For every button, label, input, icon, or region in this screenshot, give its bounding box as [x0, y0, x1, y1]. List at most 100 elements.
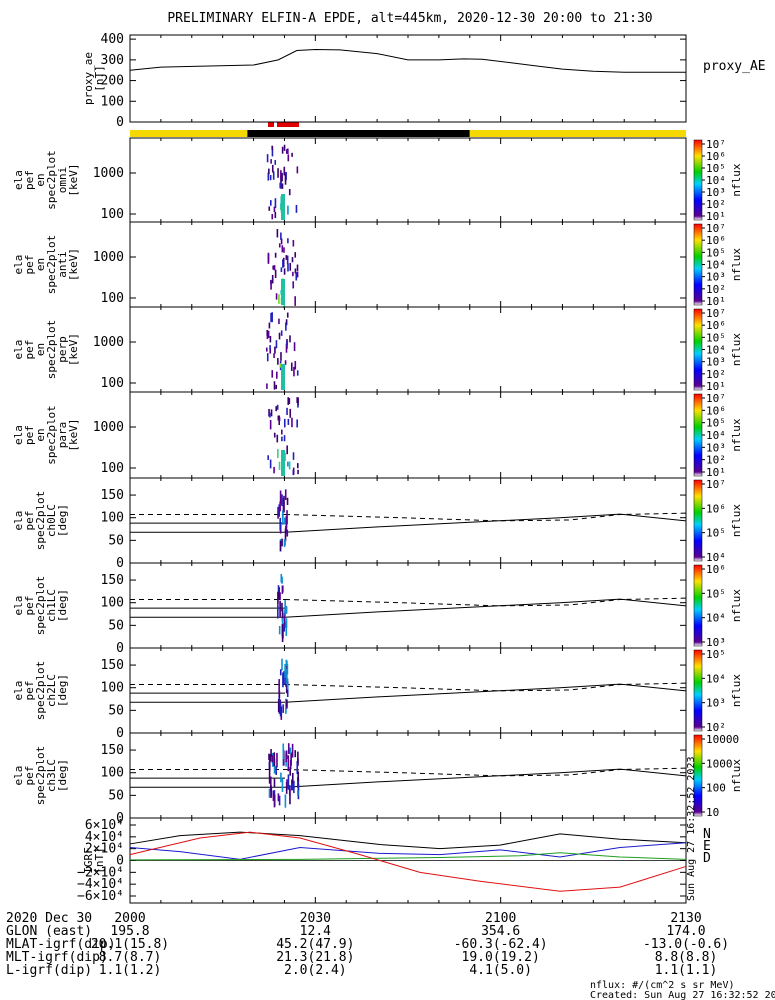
pitch-angle-pixel — [278, 625, 281, 635]
y-axis-label-line: [nT] — [93, 65, 106, 92]
colorbar-tick-label: 10² — [706, 454, 726, 467]
spectrogram-pixel — [284, 360, 287, 365]
y-tick-label: 0 — [116, 854, 124, 869]
spectrogram-pixel — [283, 418, 286, 428]
spectrogram-pixel — [270, 279, 272, 290]
loss-cone-dashed — [284, 512, 687, 522]
spectrogram-pixel — [295, 204, 298, 213]
y-tick-label: 0 — [116, 641, 124, 656]
colorbar-tick-label: 10⁷ — [706, 478, 726, 491]
colorbar-tick-label: 10⁴ — [706, 259, 726, 272]
y-tick-label: 150 — [101, 743, 124, 758]
spectrogram-pixel — [284, 452, 287, 461]
spectrogram-pixel — [294, 252, 297, 258]
colorbar-tick-label: 100 — [706, 782, 726, 795]
y-axis-label-line: [deg] — [56, 759, 69, 792]
pitch-angle-pixel — [286, 529, 289, 537]
y-tick-label: 400 — [101, 32, 124, 47]
panel-frame — [129, 562, 687, 649]
y-axis-label-line: pef — [23, 340, 36, 360]
spectrogram-pixel — [285, 343, 288, 353]
y-tick-label: 0 — [116, 811, 124, 826]
spectrogram-pixel — [287, 418, 290, 425]
spectrogram-pixel — [273, 265, 276, 271]
pitch-angle-pixel — [268, 769, 271, 784]
colorbar — [693, 139, 703, 221]
spectrogram-pixel — [266, 347, 268, 352]
y-axis-label-line: anti — [56, 251, 69, 278]
colorbar-tick-label: 10⁵ — [706, 162, 726, 175]
spectrogram-pixel — [292, 271, 294, 277]
colorbar-tick-label: 10¹ — [706, 380, 726, 393]
footer-value: 2000 — [114, 911, 145, 926]
spectrogram-pixel — [291, 257, 294, 263]
pitch-angle-pixel — [273, 752, 276, 767]
footer-value: 8.8(8.8) — [655, 950, 718, 965]
y-tick-label: 100 — [101, 291, 124, 306]
pitch-angle-pixel — [278, 504, 281, 517]
colorbar-tick-label: 10⁶ — [706, 502, 726, 515]
pitch-angle-pixel — [286, 497, 289, 506]
spectrogram-pixel — [273, 206, 276, 213]
pitch-angle-pixel — [285, 621, 288, 636]
spectrogram-pixel — [296, 166, 299, 174]
state-black-segment — [247, 130, 470, 137]
colorbar-tick-label: 10¹ — [706, 295, 726, 308]
footer-value: 174.0 — [666, 924, 705, 939]
spectrogram-pixel — [296, 419, 298, 428]
spectrogram-pixel — [271, 370, 274, 378]
pitch-angle-pixel — [287, 755, 290, 772]
y-axis-label-line: [deg] — [56, 589, 69, 622]
y-tick-label: 100 — [101, 376, 124, 391]
pitch-angle-pixel — [279, 702, 282, 717]
spectrogram-pixel — [267, 252, 270, 263]
y-axis-label-line: omni — [56, 167, 69, 194]
loss-cone-solid — [284, 768, 687, 788]
spectrogram-pixel — [277, 415, 280, 421]
pitch-angle-pixel — [284, 794, 287, 808]
spectrogram-pixel — [266, 353, 269, 362]
pitch-angle-pixel — [268, 755, 271, 771]
pitch-angle-pixel — [290, 752, 292, 766]
igrf-d-line — [129, 831, 687, 892]
spectrogram-pixel — [279, 363, 282, 368]
y-axis-label-line: [nT] — [93, 847, 106, 874]
colorbar-tick-label: 10⁶ — [706, 234, 726, 247]
y-tick-label: −2×10⁴ — [77, 865, 124, 880]
panel-frame — [129, 34, 687, 123]
pitch-angle-pixel — [270, 785, 272, 798]
footer-row-label: MLT-igrf(dip) — [6, 950, 108, 965]
spectrogram-pixel — [296, 271, 299, 278]
spectrogram-pixel — [294, 361, 297, 370]
spectrogram-pixel — [276, 404, 279, 410]
footer-value: 19.0(19.2) — [462, 950, 540, 965]
colorbar — [693, 564, 703, 647]
pitch-angle-pixel — [283, 495, 285, 503]
pitch-angle-pixel — [291, 779, 293, 791]
footer-row-label: MLAT-igrf(dip) — [6, 937, 116, 952]
colorbar-tick-label: 10¹ — [706, 466, 726, 479]
colorbar-label: nflux — [730, 674, 743, 707]
spectrogram-pixel — [280, 352, 282, 361]
spectrogram-pixel — [277, 449, 279, 458]
igrf-n-line — [129, 842, 687, 860]
y-axis-label-line: ch2LC — [45, 674, 58, 707]
spectrogram-pixel — [274, 252, 277, 258]
spectrogram-pixel — [285, 255, 288, 260]
pitch-angle-pixel — [284, 663, 286, 678]
footer-row-label: GLON (east) — [6, 924, 92, 939]
units-note: nflux: #/(cm^2 s sr MeV) — [590, 980, 735, 991]
footer-value: -13.0(-0.6) — [643, 937, 729, 952]
y-tick-label: 0 — [116, 556, 124, 571]
colorbar-tick-label: 10² — [706, 721, 726, 734]
footer-value: 2.0(2.4) — [284, 963, 347, 978]
spectrogram-pixel — [286, 255, 289, 265]
colorbar-tick-label: 10⁴ — [706, 344, 726, 357]
y-axis-label-line: en — [34, 428, 47, 441]
panel-frame — [129, 477, 687, 564]
pitch-angle-pixel — [286, 683, 289, 690]
y-axis-label-line: proxy_ae — [82, 52, 95, 105]
colorbar-tick-label: 10³ — [706, 271, 726, 284]
igrf-stamp: Sun Aug 27 16:32:52 2023 — [686, 757, 697, 902]
